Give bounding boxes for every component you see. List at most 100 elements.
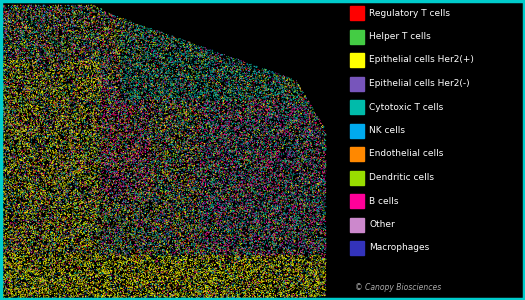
Point: [192, 268, 200, 272]
Point: [108, 13, 117, 18]
Point: [50, 180, 58, 185]
Point: [240, 65, 249, 70]
Point: [151, 36, 160, 40]
Point: [307, 250, 315, 255]
Point: [240, 157, 249, 161]
Point: [49, 208, 58, 212]
Point: [275, 273, 284, 278]
Point: [19, 280, 27, 285]
Point: [167, 105, 176, 110]
Point: [141, 68, 149, 73]
Point: [119, 122, 128, 127]
Point: [127, 250, 135, 254]
Point: [222, 111, 230, 116]
Point: [60, 230, 68, 234]
Point: [194, 231, 202, 236]
Point: [39, 32, 47, 37]
Point: [226, 155, 235, 160]
Point: [252, 164, 260, 169]
Point: [136, 136, 144, 140]
Point: [293, 99, 301, 103]
Point: [34, 224, 42, 229]
Point: [295, 97, 303, 101]
Point: [228, 139, 236, 144]
Point: [208, 293, 216, 298]
Point: [134, 215, 142, 220]
Point: [92, 54, 100, 59]
Point: [293, 178, 302, 182]
Point: [7, 113, 16, 118]
Point: [117, 34, 125, 38]
Point: [146, 197, 155, 202]
Point: [302, 163, 311, 167]
Point: [38, 30, 47, 34]
Point: [103, 106, 112, 111]
Point: [257, 263, 266, 268]
Point: [180, 281, 188, 286]
Point: [54, 222, 62, 227]
Point: [138, 52, 146, 57]
Point: [13, 59, 22, 64]
Point: [79, 54, 88, 58]
Point: [278, 86, 286, 91]
Point: [296, 249, 304, 254]
Point: [93, 96, 101, 100]
Point: [192, 141, 200, 146]
Point: [27, 141, 35, 146]
Point: [107, 125, 116, 130]
Point: [243, 149, 251, 154]
Point: [140, 100, 148, 105]
Point: [122, 281, 131, 286]
Point: [44, 220, 52, 225]
Point: [125, 58, 134, 63]
Point: [39, 234, 47, 239]
Point: [45, 257, 53, 262]
Point: [3, 255, 11, 260]
Point: [262, 195, 270, 200]
Point: [141, 66, 150, 71]
Point: [300, 293, 308, 298]
Point: [10, 74, 18, 79]
Point: [65, 52, 73, 56]
Point: [29, 278, 38, 283]
Point: [240, 158, 248, 163]
Point: [292, 205, 301, 210]
Point: [26, 123, 34, 128]
Point: [71, 56, 79, 61]
Point: [144, 275, 152, 280]
Point: [76, 80, 85, 85]
Point: [67, 19, 76, 24]
Point: [230, 64, 239, 68]
Point: [230, 209, 239, 214]
Point: [60, 171, 68, 176]
Point: [232, 233, 240, 238]
Point: [231, 141, 239, 146]
Point: [238, 63, 246, 68]
Point: [25, 269, 34, 274]
Point: [211, 105, 219, 110]
Point: [69, 13, 77, 18]
Point: [87, 151, 95, 156]
Point: [291, 218, 300, 223]
Point: [204, 109, 213, 114]
Point: [92, 134, 100, 139]
Point: [255, 222, 264, 227]
Point: [62, 265, 70, 269]
Point: [206, 147, 214, 152]
Point: [42, 11, 50, 16]
Point: [41, 96, 50, 101]
Point: [29, 63, 38, 68]
Point: [0, 52, 7, 57]
Point: [3, 271, 12, 276]
Point: [50, 255, 58, 260]
Point: [63, 11, 71, 16]
Point: [253, 125, 261, 130]
Point: [256, 244, 264, 249]
Point: [150, 63, 159, 68]
Point: [51, 240, 60, 245]
Point: [272, 248, 280, 252]
Point: [185, 204, 194, 208]
Point: [159, 252, 167, 257]
Point: [181, 148, 190, 152]
Point: [92, 273, 100, 278]
